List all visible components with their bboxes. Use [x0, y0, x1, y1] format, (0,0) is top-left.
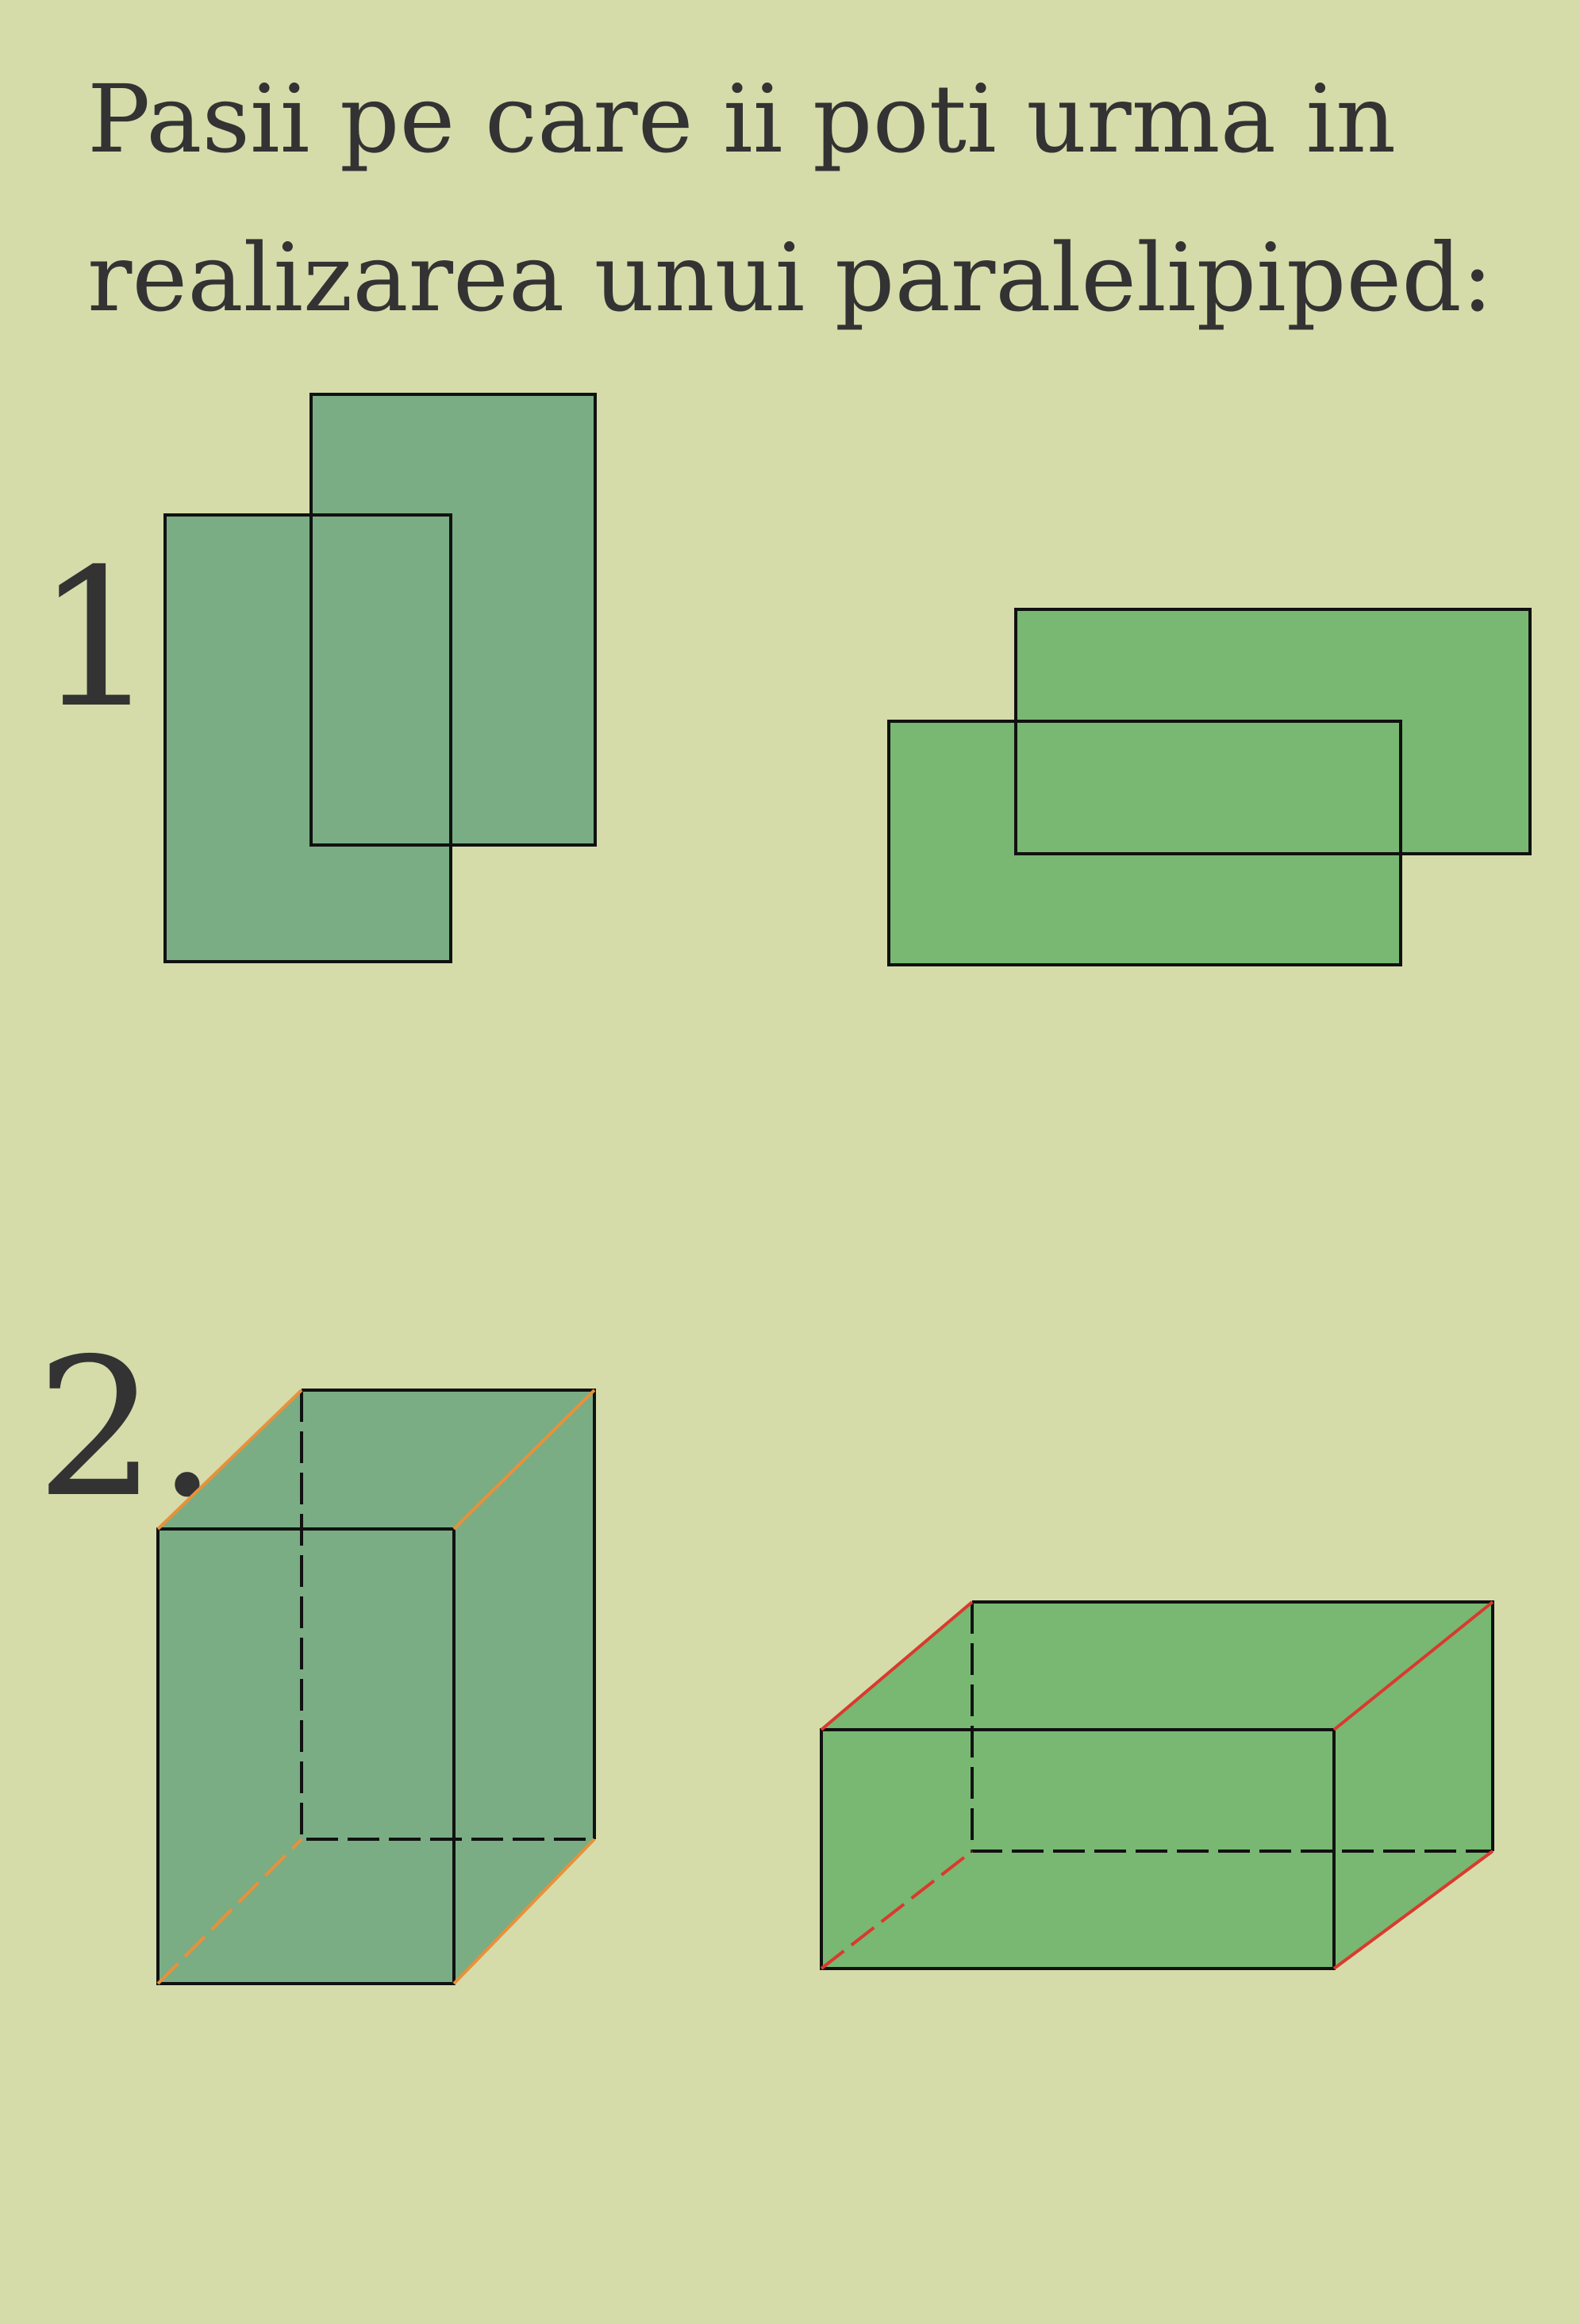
tall-front-rectangle: [163, 513, 452, 963]
tall-box-hidden-edges: [300, 1390, 594, 1841]
tall-box-silhouette: [158, 1390, 594, 1984]
wide-box-front-face: [820, 1728, 1336, 1970]
step-2-wide-box: [820, 1600, 1494, 1970]
wide-box-edge-top-left: [820, 1600, 974, 1731]
tall-back-rectangle-outline: [309, 393, 597, 847]
page-title: Pasii pe care ii poti urma in realizarea…: [87, 40, 1516, 357]
tall-box-edge-bottom-right: [452, 1838, 596, 1985]
tall-box-front-face: [156, 1527, 456, 1985]
wide-back-rectangle-outline: [1014, 608, 1532, 855]
wide-box-edge-bottom-right: [1332, 1850, 1494, 1970]
step-2-label: 2.: [36, 1317, 217, 1539]
step-2-tall-box: [156, 1389, 596, 1985]
tall-box-edge-bottom-left-hidden: [156, 1838, 303, 1985]
wide-front-rectangle: [887, 720, 1402, 966]
title-line-2: realizarea unui paralelipiped:: [87, 223, 1494, 332]
title-line-1: Pasii pe care ii poti urma in: [87, 64, 1397, 174]
step-1-wide-pair: [887, 608, 1532, 966]
tall-box-edge-top-left: [156, 1389, 303, 1531]
wide-box-edge-top-right: [1332, 1600, 1494, 1731]
tall-box-edge-top-right: [452, 1389, 596, 1531]
wide-box-silhouette: [821, 1602, 1493, 1969]
wide-box-edge-bottom-left-hidden: [820, 1850, 974, 1970]
step-1-tall-pair: [163, 393, 597, 963]
